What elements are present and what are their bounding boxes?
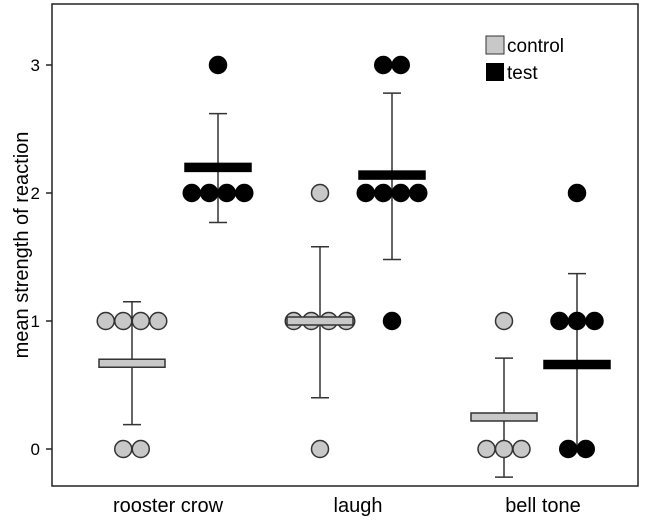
data-point-test <box>374 183 393 203</box>
x-category-label: bell tone <box>505 495 581 517</box>
data-point-control <box>114 439 133 459</box>
data-point-control <box>494 311 514 331</box>
data-point-test <box>208 55 228 75</box>
data-point-control <box>114 311 133 331</box>
data-point-test <box>356 183 375 203</box>
data-point-control <box>131 439 150 459</box>
data-point-test <box>391 183 410 203</box>
data-point-control <box>494 439 514 459</box>
y-tick-label: 1 <box>31 312 40 331</box>
data-point-test <box>374 55 393 75</box>
data-point-control <box>131 311 150 331</box>
data-points <box>182 55 254 203</box>
mean-bar-test <box>184 162 252 173</box>
data-points <box>356 55 428 331</box>
data-point-test <box>217 183 236 203</box>
legend-swatch-test <box>486 63 504 81</box>
y-tick-label: 2 <box>31 184 40 203</box>
y-tick-label: 0 <box>31 440 40 459</box>
mean-bar-control <box>286 316 354 326</box>
data-point-test <box>182 183 201 203</box>
data-points <box>550 183 604 459</box>
y-axis-label: mean strength of reaction <box>11 132 33 359</box>
legend-swatch-control <box>485 35 505 55</box>
data-point-test <box>585 311 604 331</box>
data-point-test <box>382 311 402 331</box>
data-point-control <box>477 439 496 459</box>
data-point-control <box>310 183 330 203</box>
data-point-control <box>149 311 168 331</box>
x-category-label: laugh <box>334 495 383 517</box>
mean-bar-control <box>470 412 538 422</box>
y-tick-label: 3 <box>31 56 40 75</box>
data-point-test <box>200 183 219 203</box>
data-point-test <box>550 311 569 331</box>
data-point-control <box>96 311 115 331</box>
data-point-test <box>409 183 428 203</box>
data-point-control <box>310 439 330 459</box>
data-point-test <box>567 311 587 331</box>
data-point-test <box>235 183 254 203</box>
mean-bar-test <box>358 170 426 180</box>
legend: control test <box>485 35 564 84</box>
data-point-test <box>567 183 587 203</box>
mean-bar-control <box>98 358 166 368</box>
mean-bar-test <box>543 359 611 370</box>
legend-label-test: test <box>507 63 538 84</box>
legend-label-control: control <box>507 36 564 57</box>
data-points <box>477 311 531 459</box>
data-point-test <box>391 55 410 75</box>
plot-frame <box>51 3 639 487</box>
data-point-test <box>576 439 595 459</box>
data-points <box>96 311 168 459</box>
data-point-test <box>559 439 578 459</box>
data-point-control <box>512 439 531 459</box>
x-category-label: rooster crow <box>113 495 224 517</box>
